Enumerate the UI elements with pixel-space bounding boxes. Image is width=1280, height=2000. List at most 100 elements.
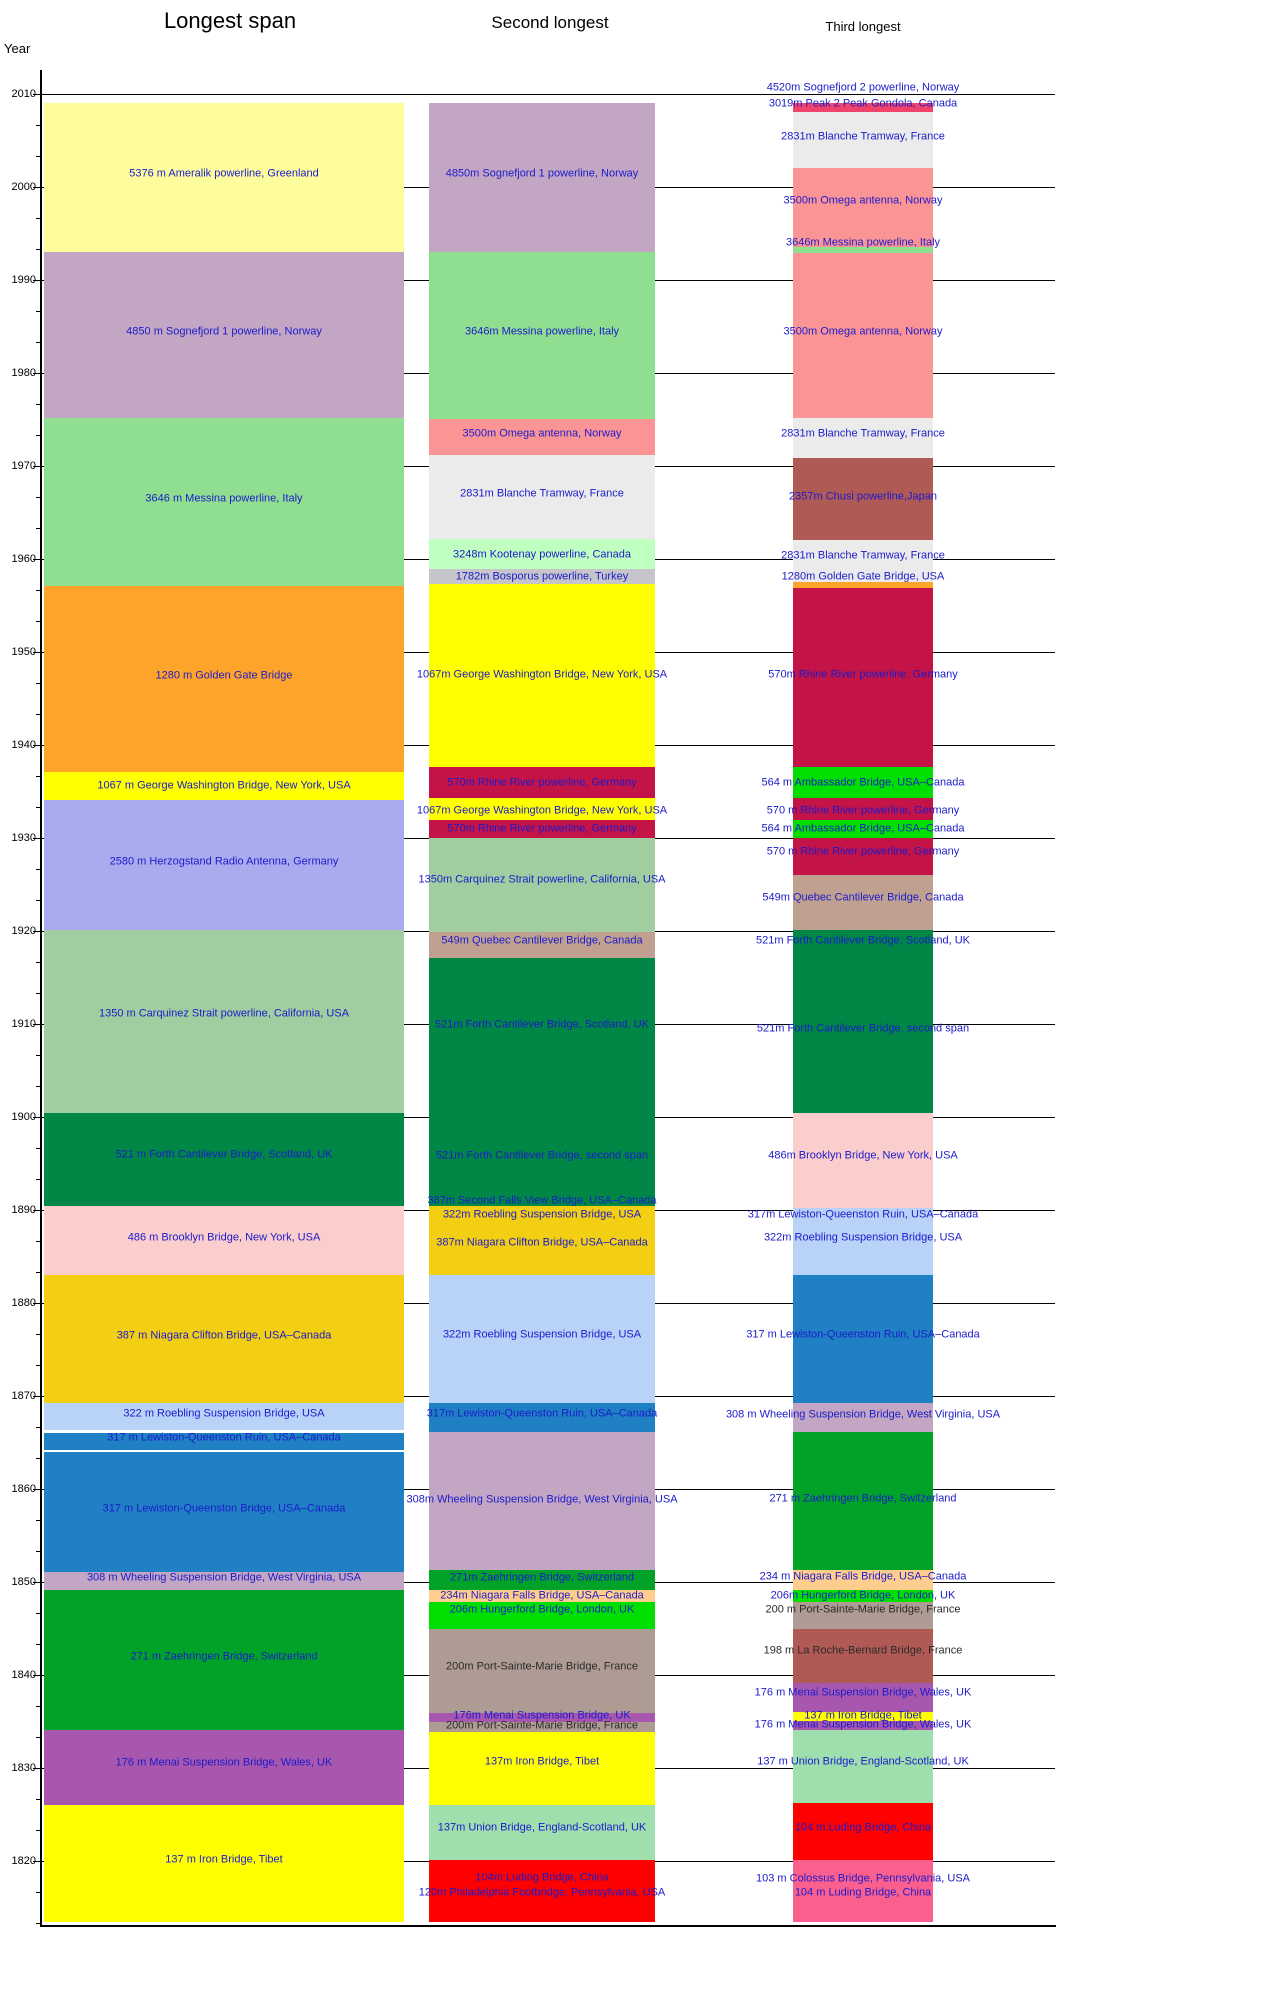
y-tick-label: 1940	[11, 739, 36, 751]
timeline-label-col3: 137 m Iron Bridge, Tibet	[804, 1709, 922, 1722]
timeline-label-col3: 3500m Omega antenna, Norway	[783, 194, 943, 207]
timeline-block-col1	[44, 1572, 404, 1590]
timeline-label-col1: 4850 m Sognefjord 1 powerline, Norway	[126, 325, 322, 338]
timeline-block-col2	[429, 1107, 655, 1206]
timeline-label-col1: 521 m Forth Cantilever Bridge, Scotland,…	[115, 1148, 333, 1161]
major-tick	[33, 1582, 42, 1583]
timeline-label-col2: 570m Rhine River powerline, Germany	[447, 822, 637, 835]
timeline-block-col2	[429, 1629, 655, 1713]
minor-tick	[36, 435, 42, 436]
timeline-block-col2	[429, 1217, 655, 1275]
y-axis-line	[40, 70, 42, 1926]
timeline-block-col3	[793, 247, 933, 253]
timeline-block-col3	[793, 1602, 933, 1629]
major-tick	[33, 466, 42, 467]
major-tick	[33, 745, 42, 746]
timeline-label-col2: 3646m Messina powerline, Italy	[464, 325, 620, 338]
timeline-block-col2	[429, 1722, 655, 1732]
timeline-label-col2: 104m Luding Bridge, China	[475, 1871, 609, 1884]
timeline-label-col2: 1782m Bosporus powerline, Turkey	[455, 570, 629, 583]
timeline-label-col3: 137 m Union Bridge, England-Scotland, UK	[757, 1755, 969, 1768]
timeline-block-col2	[429, 1732, 655, 1805]
minor-tick	[36, 590, 42, 591]
timeline-block-col2	[429, 103, 655, 252]
y-tick-label: 1990	[11, 274, 36, 286]
timeline-block-col3	[793, 820, 933, 838]
timeline-block-col1	[44, 418, 404, 586]
timeline-label-col1: 5376 m Ameralik powerline, Greenland	[129, 167, 319, 180]
timeline-block-col3	[793, 1712, 933, 1721]
timeline-block-col3	[793, 1629, 933, 1683]
timeline-block-col2	[429, 1275, 655, 1403]
minor-tick	[36, 404, 42, 405]
timeline-label-col2: 1067m George Washington Bridge, New York…	[416, 804, 668, 817]
major-tick	[33, 94, 42, 95]
y-tick-label: 1830	[11, 1762, 36, 1774]
timeline-label-col2: 322m Roebling Suspension Bridge, USA	[442, 1208, 642, 1221]
timeline-block-col1	[44, 1452, 404, 1572]
timeline-label-col2: 234m Niagara Falls Bridge, USA–Canada	[440, 1589, 644, 1602]
minor-tick	[36, 342, 42, 343]
timeline-label-col3: 1280m Golden Gate Bridge, USA	[781, 570, 945, 583]
timeline-block-col2	[429, 798, 655, 820]
y-axis-title: Year	[4, 41, 31, 56]
timeline-label-col1: 137 m Iron Bridge, Tibet	[165, 1853, 283, 1866]
minor-tick	[36, 714, 42, 715]
y-tick-label: 1930	[11, 832, 36, 844]
timeline-block-col2	[429, 838, 655, 932]
timeline-label-col2: 271m Zaehringen Bridge, Switzerland	[449, 1571, 635, 1584]
minor-tick	[36, 1272, 42, 1273]
timeline-label-col3: 549m Quebec Cantilever Bridge, Canada	[762, 891, 964, 904]
major-tick	[33, 1210, 42, 1211]
major-tick	[33, 1024, 42, 1025]
timeline-label-col1: 271 m Zaehringen Bridge, Switzerland	[130, 1650, 318, 1663]
timeline-label-col3: 103 m Colossus Bridge, Pennsylvania, USA	[756, 1872, 970, 1885]
timeline-block-col1	[44, 1206, 404, 1275]
timeline-block-col3	[793, 582, 933, 588]
minor-tick	[36, 1427, 42, 1428]
timeline-label-col2: 570m Rhine River powerline, Germany	[447, 776, 637, 789]
timeline-label-col2: 3248m Kootenay powerline, Canada	[453, 548, 631, 561]
timeline-label-col3: 486m Brooklyn Bridge, New York, USA	[768, 1149, 958, 1162]
timeline-block-col3	[793, 1403, 933, 1432]
timeline-block-col3	[793, 1275, 933, 1403]
major-tick	[33, 838, 42, 839]
y-tick-label: 1920	[11, 925, 36, 937]
timeline-label-col2: 521m Forth Cantilever Bridge, second spa…	[435, 1149, 649, 1162]
timeline-block-col2	[429, 539, 655, 569]
major-tick	[33, 1396, 42, 1397]
timeline-block-col2	[429, 419, 655, 455]
timeline-block-col3	[793, 1432, 933, 1570]
minor-tick	[36, 1551, 42, 1552]
y-tick-label: 1970	[11, 460, 36, 472]
column-title-second-longest: Second longest	[491, 13, 609, 32]
y-tick-label: 1850	[11, 1576, 36, 1588]
minor-tick	[36, 1613, 42, 1614]
timeline-block-col2	[429, 1432, 655, 1570]
minor-tick	[36, 1830, 42, 1831]
minor-tick	[36, 1520, 42, 1521]
timeline-label-col3: 2831m Blanche Tramway, France	[781, 130, 945, 143]
timeline-block-col1	[44, 1730, 404, 1805]
timeline-label-col1: 308 m Wheeling Suspension Bridge, West V…	[86, 1571, 362, 1584]
timeline-block-col2	[429, 584, 655, 767]
timeline-label-col3: 176 m Menai Suspension Bridge, Wales, UK	[754, 1718, 972, 1731]
timeline-label-col1: 486 m Brooklyn Bridge, New York, USA	[127, 1231, 321, 1244]
timeline-block-col1	[44, 103, 404, 252]
minor-tick	[36, 497, 42, 498]
timeline-block-col3	[793, 112, 933, 168]
timeline-block-col3	[793, 1860, 933, 1890]
y-tick-label: 1820	[11, 1855, 36, 1867]
timeline-block-col1	[44, 1590, 404, 1730]
timeline-block-col2	[429, 569, 655, 584]
minor-tick	[36, 900, 42, 901]
timeline-label-col2: 322m Roebling Suspension Bridge, USA	[442, 1328, 642, 1341]
minor-tick	[36, 621, 42, 622]
major-tick	[33, 559, 42, 560]
timeline-label-col2: 308m Wheeling Suspension Bridge, West Vi…	[406, 1493, 678, 1506]
timeline-label-col1: 3646 m Messina powerline, Italy	[145, 492, 303, 505]
timeline-block-col3	[793, 418, 933, 458]
timeline-block-col3	[793, 540, 933, 582]
timeline-label-col2: 387m Niagara Clifton Bridge, USA–Canada	[436, 1236, 648, 1249]
y-tick-label: 1950	[11, 646, 36, 658]
